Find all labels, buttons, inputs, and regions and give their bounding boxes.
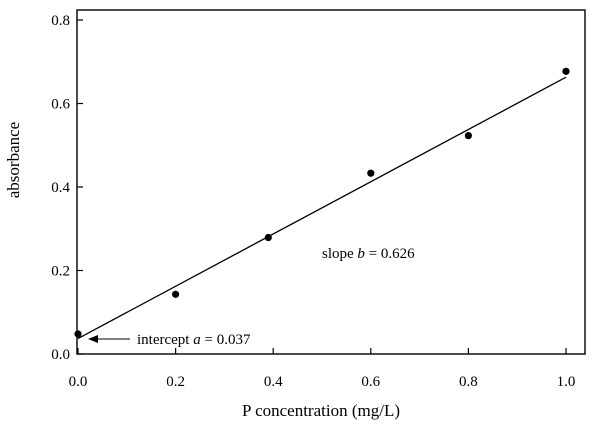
intercept-annotation: intercept a = 0.037: [137, 332, 251, 348]
data-point: [367, 169, 375, 177]
fit-line-group: [77, 76, 567, 340]
x-tick-label: 0.0: [69, 374, 88, 390]
slope-annotation-symbol: b: [357, 246, 365, 262]
intercept-arrow-head: [88, 335, 98, 343]
plot-frame: [76, 9, 586, 355]
y-tick-label: 0.2: [51, 264, 70, 280]
data-point: [172, 290, 180, 298]
data-point: [464, 132, 472, 140]
data-point: [264, 233, 272, 242]
slope-annotation: slope b = 0.626: [322, 246, 415, 262]
x-tick-label: 1.0: [557, 374, 576, 390]
y-axis-ticks: 0.0 0.2 0.4 0.6 0.8: [51, 13, 83, 363]
slope-annotation-value: = 0.626: [365, 246, 415, 262]
y-tick-label: 0.0: [51, 347, 70, 363]
intercept-annotation-value: = 0.037: [201, 332, 251, 348]
x-tick-label: 0.2: [166, 374, 185, 390]
data-point: [74, 330, 82, 338]
y-tick-label: 0.4: [51, 180, 70, 196]
x-axis-title: P concentration (mg/L): [242, 401, 400, 420]
intercept-arrow: [88, 335, 130, 343]
data-points: [74, 67, 570, 338]
x-axis-ticks: 0.0 0.2 0.4 0.6 0.8 1.0: [69, 348, 576, 390]
fit-line: [77, 76, 567, 340]
x-tick-label: 0.8: [459, 374, 478, 390]
y-tick-label: 0.8: [51, 13, 70, 29]
y-tick-label: 0.6: [51, 97, 70, 113]
x-tick-label: 0.6: [361, 374, 380, 390]
intercept-annotation-symbol: a: [193, 332, 201, 348]
data-point: [562, 67, 570, 75]
intercept-annotation-prefix: intercept: [137, 332, 193, 348]
x-tick-label: 0.4: [264, 374, 283, 390]
slope-annotation-prefix: slope: [322, 246, 357, 262]
y-axis-title: absorbance: [4, 122, 23, 198]
